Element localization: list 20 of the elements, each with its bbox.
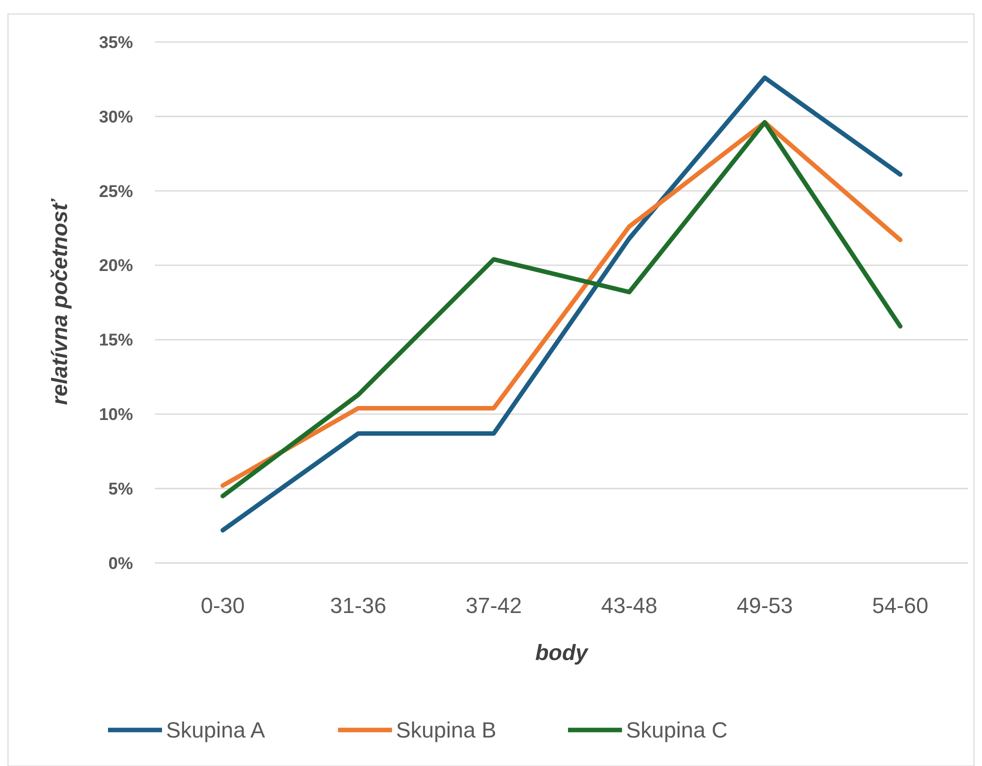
y-tick-label: 35% <box>98 32 133 52</box>
y-tick-label: 0% <box>108 554 133 573</box>
line-series <box>220 75 902 532</box>
x-tick-label: 37-42 <box>466 593 522 618</box>
x-tick-label: 43-48 <box>601 593 658 618</box>
legend-label: Skupina C <box>626 718 728 743</box>
legend-label: Skupina B <box>396 718 496 743</box>
x-tick-label: 31-36 <box>330 593 386 618</box>
x-tick-label: 54-60 <box>872 593 928 618</box>
y-tick-label: 20% <box>98 256 133 276</box>
x-tick-label: 49-53 <box>736 593 793 618</box>
y-axis-title: relatívna početnosť <box>47 198 72 405</box>
y-tick-label: 30% <box>98 107 133 126</box>
x-tick-label: 0-30 <box>200 593 245 618</box>
y-tick-label: 25% <box>98 182 133 201</box>
y-tick-label: 10% <box>98 405 133 424</box>
x-axis-title: body <box>535 640 590 665</box>
y-tick-label: 15% <box>98 330 133 350</box>
y-tick-label: 5% <box>108 480 133 499</box>
legend-label: Skupina A <box>166 718 266 743</box>
